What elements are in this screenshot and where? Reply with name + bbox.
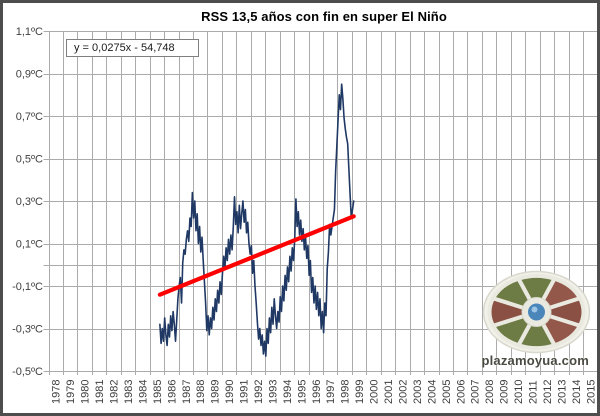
x-axis-label: 1998 [340, 380, 352, 404]
y-axis-label: 0,9ºC [16, 69, 43, 81]
watermark-text: plazamoyua.com [481, 353, 589, 368]
plazamoyua-logo [482, 270, 591, 354]
plot-area: 1,1ºC 0,9ºC 0,7ºC 0,5ºC 0,3ºC 0,1ºC -0,1ºC -0,3… [12, 26, 597, 404]
x-axis-label: 2005 [441, 380, 453, 404]
chart-title: RSS 13,5 años con fin en super El Niño [201, 9, 447, 24]
x-axis-label: 1984 [137, 380, 149, 404]
y-axis-label: 0,7ºC [16, 111, 43, 123]
x-axis-label: 1991 [239, 380, 251, 404]
logo-center-fountain [528, 303, 545, 321]
x-axis-label: 2014 [571, 380, 583, 404]
x-axis-label: 2001 [383, 380, 395, 404]
x-axis-label: 1995 [296, 380, 308, 404]
x-axis-label: 2006 [455, 380, 467, 404]
x-axis-label: 1996 [311, 380, 323, 404]
x-axis-label: 1994 [282, 380, 294, 404]
x-axis-label: 2015 [585, 380, 597, 404]
x-axis-label: 1999 [354, 380, 366, 404]
x-axis-label: 2013 [556, 380, 568, 404]
x-axis-label: 2011 [528, 380, 540, 404]
trend-equation-box: y = 0,0275x - 54,748 [66, 39, 199, 57]
x-axis-label: 2007 [470, 380, 482, 404]
y-axis-label: 0,3ºC [16, 196, 43, 208]
x-axis-label: 2004 [426, 380, 438, 404]
x-axis-labels: 1978 1979 1980 1981 1982 1983 1984 1985 1986 1987… [51, 380, 597, 404]
x-axis-label: 2008 [484, 380, 496, 404]
x-axis-label: 1997 [325, 380, 337, 404]
x-axis-label: 2010 [513, 380, 525, 404]
x-axis-label: 1979 [65, 380, 77, 404]
x-axis-label: 1986 [166, 380, 178, 404]
x-axis-label: 2003 [412, 380, 424, 404]
x-axis-label: 2002 [398, 380, 410, 404]
x-axis-label: 1987 [181, 380, 193, 404]
y-axis-label: -0,3ºC [12, 324, 43, 336]
y-axis-label: 1,1ºC [16, 26, 43, 38]
trend-line [157, 214, 356, 297]
x-axis-label: 2009 [499, 380, 511, 404]
x-axis-label: 1978 [51, 380, 63, 404]
x-axis-label: 2000 [369, 380, 381, 404]
x-axis-label: 1989 [210, 380, 222, 404]
x-axis-label: 1980 [80, 380, 92, 404]
x-axis-label: 1990 [224, 380, 236, 404]
x-axis-label: 1985 [152, 380, 164, 404]
x-axis-label: 1988 [195, 380, 207, 404]
x-axis-label: 1981 [94, 380, 106, 404]
temperature-series-line [159, 83, 355, 357]
x-axis-label: 1983 [123, 380, 135, 404]
x-axis-label: 2012 [542, 380, 554, 404]
y-axis-label: -0,1ºC [12, 281, 43, 293]
y-axis-label: 0,5ºC [16, 154, 43, 166]
logo-fountain-highlight [531, 306, 538, 313]
y-axis-label: -0,5ºC [12, 366, 43, 378]
x-axis-label: 1993 [267, 380, 279, 404]
y-axis-label: 0,1ºC [16, 239, 43, 251]
x-axis-label: 1992 [253, 380, 265, 404]
x-axis-label: 1982 [109, 380, 121, 404]
y-axis-labels: 1,1ºC 0,9ºC 0,7ºC 0,5ºC 0,3ºC 0,1ºC -0,1ºC -0,3… [12, 26, 43, 378]
